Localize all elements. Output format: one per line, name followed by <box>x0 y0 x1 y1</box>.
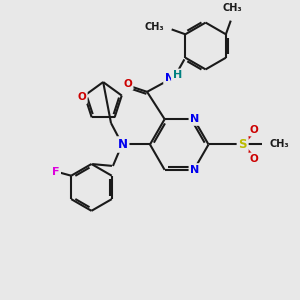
Text: CH₃: CH₃ <box>223 3 242 13</box>
Text: F: F <box>52 167 59 177</box>
Text: O: O <box>123 79 132 89</box>
Text: N: N <box>190 114 200 124</box>
Text: N: N <box>165 73 174 83</box>
Text: S: S <box>238 138 247 151</box>
Text: O: O <box>250 154 259 164</box>
Text: N: N <box>118 138 128 151</box>
Text: H: H <box>173 70 182 80</box>
Text: CH₃: CH₃ <box>270 140 290 149</box>
Text: N: N <box>190 165 200 175</box>
Text: CH₃: CH₃ <box>144 22 164 32</box>
Text: O: O <box>250 125 259 135</box>
Text: O: O <box>77 92 86 103</box>
